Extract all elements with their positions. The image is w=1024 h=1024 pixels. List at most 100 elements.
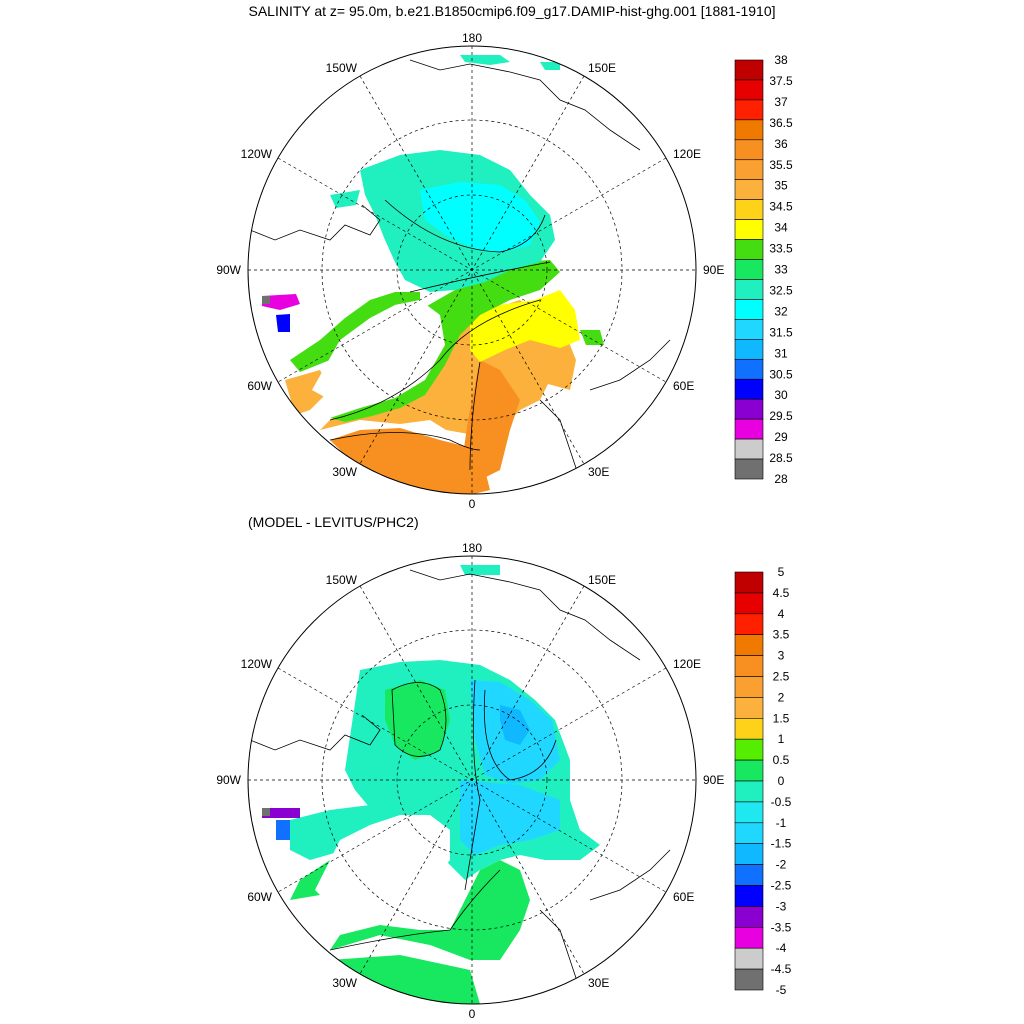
colorbar-label: 34 [774, 221, 788, 235]
colorbar-label: 0.5 [773, 753, 790, 767]
colorbar-swatch [734, 571, 764, 594]
colorbar-label: 35.5 [769, 158, 793, 172]
colorbar-label: -5 [776, 983, 787, 997]
colorbar-swatch [734, 339, 764, 360]
plot-title: SALINITY at z= 95.0m, b.e21.B1850cmip6.f… [248, 3, 776, 19]
lon-label-0: 0 [469, 497, 476, 511]
colorbar-swatch [734, 219, 764, 240]
colorbar-swatch [734, 717, 764, 740]
colorbar-swatch [734, 592, 764, 615]
difference-subtitle: (MODEL - LEVITUS/PHC2) [248, 514, 419, 530]
lon-label-60e: 60E [673, 890, 694, 904]
colorbar-swatch [734, 843, 764, 865]
lon-label-120w: 120W [241, 657, 273, 671]
colorbar-swatch [734, 418, 764, 440]
colorbar-swatch [734, 655, 764, 677]
colorbar-swatch [734, 299, 764, 320]
colorbar-swatch [734, 358, 764, 380]
colorbar-swatch [734, 259, 764, 280]
lon-label-120e: 120E [673, 147, 701, 161]
colorbar-label: 32 [774, 304, 788, 318]
colorbar-label: 37.5 [769, 74, 793, 88]
colorbar-label: -3.5 [771, 920, 792, 934]
colorbar-label: 35 [774, 179, 788, 193]
lon-label-150w: 150W [326, 61, 358, 75]
colorbar-label: -4.5 [771, 962, 792, 976]
colorbar-label: -1.5 [771, 837, 792, 851]
colorbar-swatch [734, 319, 764, 340]
colorbar-swatch [734, 697, 764, 719]
colorbar-swatch [734, 79, 764, 101]
colorbar-swatch [734, 279, 764, 300]
colorbar-label: 2.5 [773, 670, 790, 684]
colorbar-label: 4.5 [773, 586, 790, 600]
colorbar-label: -2.5 [771, 879, 792, 893]
colorbar-swatch [734, 159, 764, 181]
colorbar-label: 33.5 [769, 242, 793, 256]
lon-label-30e: 30E [588, 465, 609, 479]
lon-label-150w: 150W [326, 573, 358, 587]
colorbar-swatch [734, 801, 764, 824]
colorbar-label: 28.5 [769, 451, 793, 465]
colorbar-label: -0.5 [771, 795, 792, 809]
lon-label-120e: 120E [673, 657, 701, 671]
colorbar-label: 1.5 [773, 711, 790, 725]
colorbar-swatch [734, 398, 764, 420]
colorbar-label: 2 [778, 690, 785, 704]
colorbar-swatch [734, 99, 764, 121]
lon-label-60w: 60W [247, 890, 272, 904]
colorbar-label: -3 [776, 899, 787, 913]
colorbar-swatch [734, 947, 764, 970]
colorbar-label: -4 [776, 941, 787, 955]
colorbar-label: 31.5 [769, 325, 793, 339]
colorbar-label: 34.5 [769, 200, 793, 214]
lon-label-90w: 90W [216, 263, 241, 277]
lon-label-90e: 90E [703, 263, 724, 277]
colorbar-label: 30 [774, 388, 788, 402]
lon-label-150e: 150E [588, 61, 616, 75]
lon-label-90w: 90W [216, 773, 241, 787]
colorbar-swatch [734, 864, 764, 886]
colorbar-swatch [734, 759, 764, 782]
lon-label-60e: 60E [673, 379, 694, 393]
colorbar-swatch [734, 139, 764, 161]
colorbar-swatch [734, 199, 764, 220]
colorbar-label: 36 [774, 137, 788, 151]
colorbar-label: 33 [774, 263, 788, 277]
salinity-map: 180 0 90W 90E 150W 120W 150E 120E 60W 30… [216, 31, 724, 511]
colorbar-label: 29 [774, 430, 788, 444]
colorbar-swatch [734, 676, 764, 698]
colorbar-swatch [734, 59, 764, 81]
colorbar-label: 3.5 [773, 628, 790, 642]
colorbar-label: 5 [778, 565, 785, 579]
colorbar-swatch [734, 119, 764, 141]
difference-colorbar: 5 4.5 4 3.5 3 2.5 2 1.5 1 0.5 0 -0.5 -1 -1.5 -2 -2.5 -3 -… [734, 565, 792, 997]
colorbar-label: 0 [778, 774, 785, 788]
lon-label-180: 180 [462, 541, 482, 555]
lon-label-60w: 60W [247, 379, 272, 393]
colorbar-label: 1 [778, 732, 785, 746]
colorbar-swatch [734, 613, 764, 635]
difference-map: 180 0 90W 90E 150W 120W 150E 120E 60W 30… [216, 541, 724, 1021]
colorbar-swatch [734, 634, 764, 656]
colorbar-label: 36.5 [769, 116, 793, 130]
colorbar-label: 32.5 [769, 283, 793, 297]
salinity-colorbar: 38 37.5 37 36.5 36 35.5 35 34.5 34 33.5 33 32.5 32 31… [734, 53, 793, 486]
lon-label-150e: 150E [588, 573, 616, 587]
lon-label-30w: 30W [332, 976, 357, 990]
colorbar-swatch [734, 906, 764, 928]
colorbar-swatch [734, 458, 764, 480]
colorbar-label: 31 [774, 346, 788, 360]
colorbar-label: -2 [776, 858, 787, 872]
colorbar-label: 38 [774, 53, 788, 67]
colorbar-swatch [734, 239, 764, 260]
colorbar-swatch [734, 179, 764, 200]
colorbar-swatch [734, 438, 764, 460]
lon-label-30e: 30E [588, 976, 609, 990]
lon-label-180: 180 [462, 31, 482, 45]
colorbar-label: 28 [774, 472, 788, 486]
colorbar-swatch [734, 780, 764, 803]
lon-label-120w: 120W [241, 147, 273, 161]
lon-label-30w: 30W [332, 465, 357, 479]
